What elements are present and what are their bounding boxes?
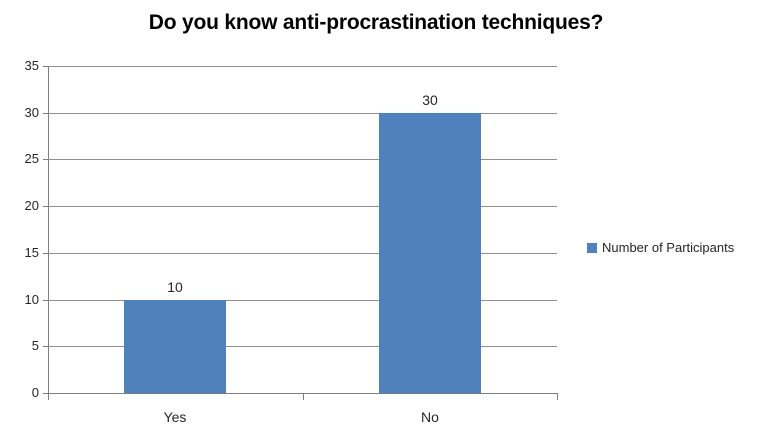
- x-axis-label-no: No: [421, 409, 439, 425]
- y-axis-tick: [43, 113, 48, 114]
- gridline-15: [48, 253, 557, 254]
- legend: Number of Participants: [587, 240, 734, 255]
- data-label-no: 30: [422, 92, 438, 108]
- gridline-35: [48, 66, 557, 67]
- y-axis-label: 10: [24, 292, 39, 307]
- legend-label: Number of Participants: [602, 240, 735, 255]
- y-axis-tick: [43, 66, 48, 67]
- gridline-20: [48, 206, 557, 207]
- x-axis-label-yes: Yes: [163, 409, 187, 425]
- bar-no: [379, 113, 481, 393]
- y-axis-label: 30: [24, 105, 39, 120]
- y-axis-tick: [43, 159, 48, 160]
- gridline-25: [48, 159, 557, 160]
- y-axis-tick: [43, 393, 48, 394]
- x-axis-tick: [48, 394, 49, 400]
- y-axis-label: 5: [31, 338, 39, 353]
- y-axis-label: 25: [24, 151, 39, 166]
- y-axis-label: 0: [31, 385, 39, 400]
- chart-title: Do you know anti-procrastination techniq…: [148, 11, 604, 34]
- plot-area: [48, 66, 558, 394]
- legend-swatch: [587, 242, 597, 253]
- x-axis-tick: [557, 394, 558, 400]
- bar-yes: [124, 300, 226, 393]
- y-axis-tick: [43, 346, 48, 347]
- gridline-10: [48, 300, 557, 301]
- y-axis-tick: [43, 253, 48, 254]
- y-axis-tick: [43, 206, 48, 207]
- y-axis-label: 35: [24, 58, 39, 73]
- y-axis-label: 20: [24, 198, 39, 213]
- data-label-yes: 10: [167, 279, 183, 295]
- y-axis-tick: [43, 300, 48, 301]
- y-axis-label: 15: [24, 245, 39, 260]
- gridline-30: [48, 113, 557, 114]
- gridline-5: [48, 346, 557, 347]
- x-axis-tick: [303, 394, 304, 400]
